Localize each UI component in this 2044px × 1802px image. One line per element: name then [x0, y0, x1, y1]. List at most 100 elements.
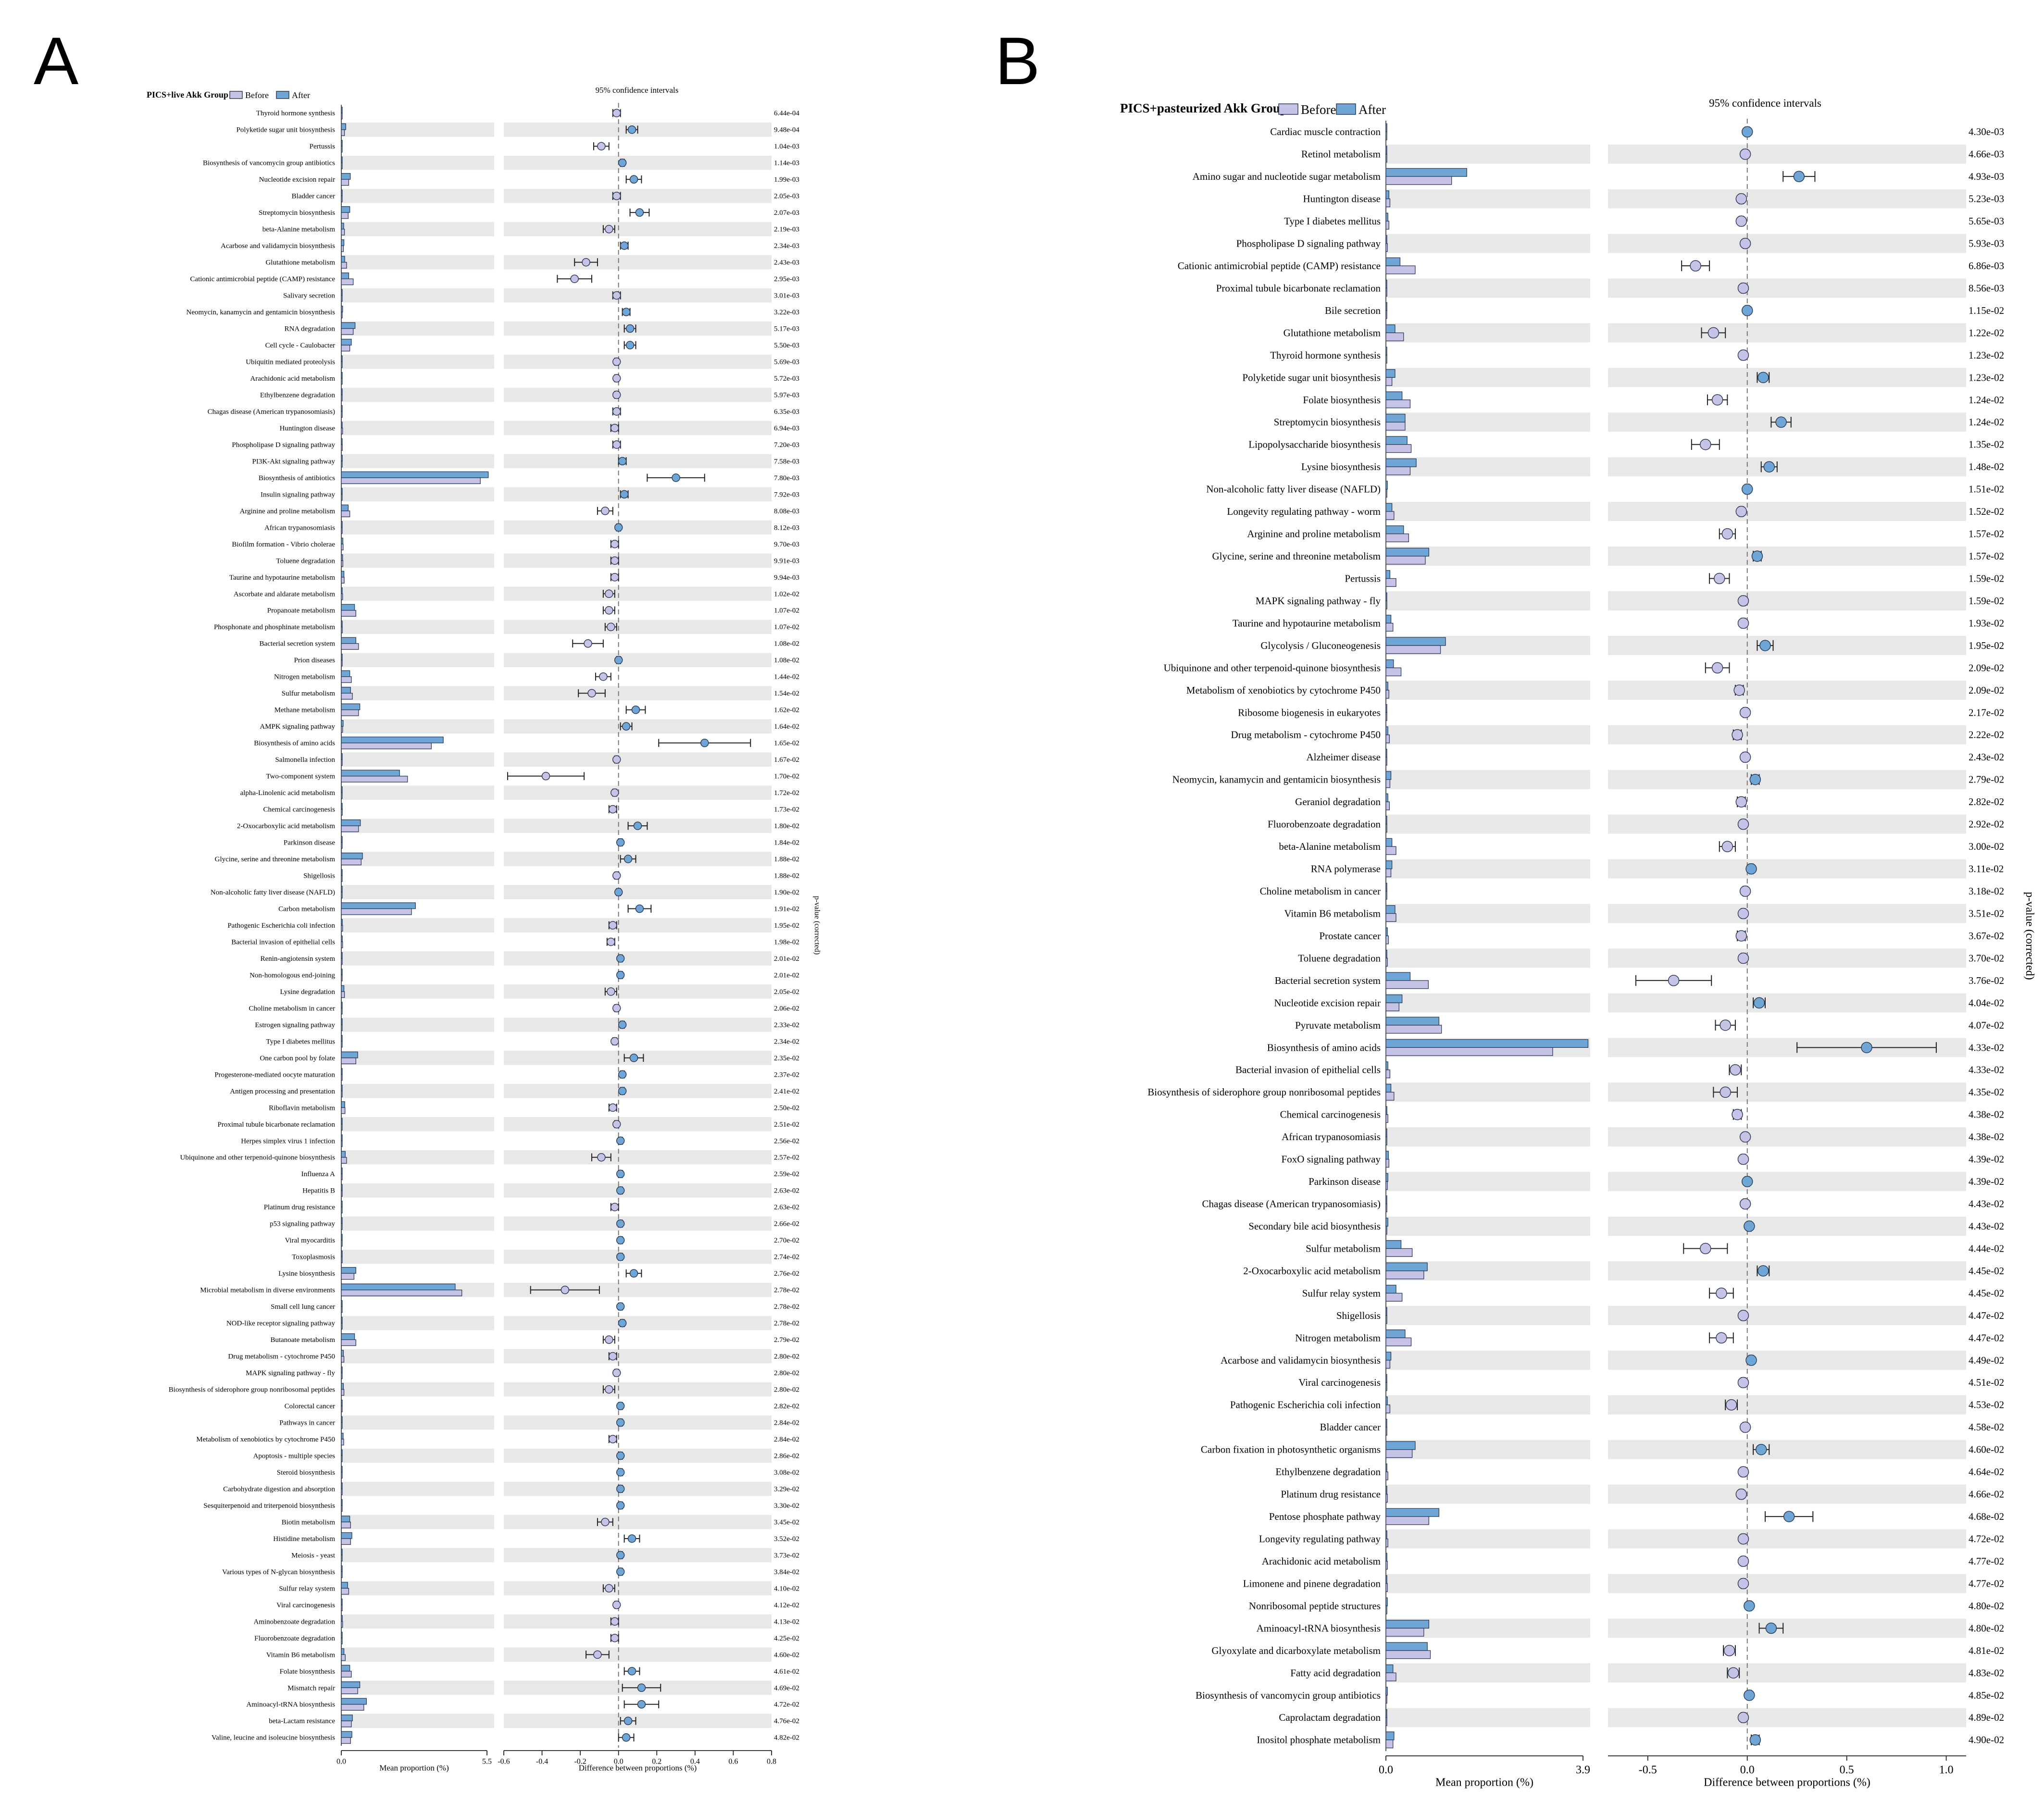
row-band [504, 553, 772, 568]
category-label: Longevity regulating pathway [1259, 1533, 1381, 1545]
row-band [504, 1415, 772, 1430]
row-band [341, 255, 494, 270]
diff-point [1741, 305, 1753, 316]
bar-before [1385, 1717, 1387, 1726]
diff-point [605, 224, 613, 234]
p-value: 1.04e-03 [774, 143, 799, 150]
row-band [504, 951, 772, 966]
diff-point [1753, 997, 1765, 1009]
p-value: 4.81e-02 [1969, 1645, 2004, 1656]
bar-before [341, 1671, 352, 1678]
p-value: 1.91e-02 [774, 905, 799, 913]
bar-before [341, 1007, 343, 1015]
category-label: Two-component system [266, 773, 335, 781]
row-band [1608, 904, 1966, 923]
bar-before [1385, 287, 1387, 297]
row-band [504, 1183, 772, 1198]
bar-after [341, 670, 350, 677]
diff-point [622, 1733, 631, 1742]
bar-after [341, 1631, 343, 1639]
bar-before [1385, 1159, 1389, 1168]
bar-after [341, 1267, 356, 1274]
bar-after [341, 189, 343, 197]
p-value: 4.43e-02 [1969, 1220, 2004, 1232]
bar-after [341, 1300, 343, 1307]
diff-point [635, 208, 644, 217]
category-label: Ubiquitin mediated proteolysis [246, 358, 335, 366]
row-band [1386, 1082, 1590, 1102]
diff-point [612, 755, 621, 764]
diff-point [612, 109, 621, 117]
bar-before [341, 378, 343, 385]
bar-before [1385, 913, 1396, 922]
p-value: 2.57e-02 [774, 1154, 799, 1162]
bar-before [341, 709, 359, 716]
legend-swatch-before [1278, 103, 1298, 115]
row-band [1608, 591, 1966, 610]
bar-after [341, 1532, 352, 1539]
p-value: 4.77e-02 [1969, 1578, 2004, 1589]
diff-point [612, 357, 621, 366]
category-label: Steroid biosynthesis [277, 1469, 335, 1477]
p-value: 1.57e-02 [1969, 528, 2004, 540]
bar-after [341, 1168, 343, 1174]
bar-before [1385, 489, 1387, 498]
bar-after [1385, 905, 1396, 914]
category-label: Choline metabolism in cancer [1260, 885, 1381, 897]
p-value: 1.23e-02 [1969, 349, 2004, 361]
diff-point [1744, 1690, 1755, 1701]
diff-point [1716, 1332, 1727, 1344]
bar-after [1385, 748, 1387, 758]
p-value: 4.39e-02 [1969, 1154, 2004, 1165]
p-value: 1.48e-02 [1969, 461, 2004, 472]
p-value: 3.73e-02 [774, 1552, 799, 1559]
category-label: Phospholipase D signaling pathway [1236, 237, 1381, 249]
bar-before [341, 1339, 356, 1346]
diff-point [1737, 1712, 1749, 1724]
bar-before [341, 726, 343, 733]
diff-point [1739, 1131, 1751, 1143]
bar-before [1385, 1427, 1387, 1436]
bar-after [1385, 1106, 1387, 1115]
row-band [341, 586, 494, 601]
row-band [341, 321, 494, 336]
diff-point [1737, 617, 1749, 629]
row-band [1386, 680, 1590, 700]
bar-after [341, 1118, 343, 1125]
legend-label-before: Before [245, 90, 269, 100]
category-label: Amino sugar and nucleotide sugar metabol… [1193, 171, 1381, 182]
bar-before [341, 659, 343, 667]
category-label: Insulin signaling pathway [261, 491, 335, 498]
bar-before [341, 808, 343, 816]
bar-before [341, 1389, 345, 1396]
bar-after [341, 1466, 343, 1473]
bar-before [341, 560, 343, 567]
bar-before [341, 1306, 343, 1313]
category-label: Pathogenic Escherichia coli infection [1230, 1399, 1381, 1411]
row-band [504, 1647, 772, 1662]
bar-before [341, 112, 343, 120]
diff-point [616, 1252, 625, 1261]
bar-before [1385, 1181, 1388, 1190]
bar-before [341, 892, 343, 899]
bar-after [1385, 257, 1401, 266]
bar-after [1385, 1307, 1387, 1316]
category-label: Chagas disease (American trypanosomiasis… [1202, 1198, 1381, 1210]
row-band [341, 1548, 494, 1563]
diff-point [607, 937, 615, 946]
category-label: Acarbose and validamycin biosynthesis [1221, 1355, 1381, 1366]
p-value: 4.60e-02 [1969, 1444, 2004, 1455]
category-label: Inositol phosphate metabolism [1257, 1734, 1381, 1746]
diff-x-tick-label: -0.5 [1639, 1764, 1657, 1776]
diff-point [618, 1070, 627, 1079]
p-value: 2.50e-02 [774, 1104, 799, 1112]
category-label: Choline metabolism in cancer [249, 1005, 335, 1012]
row-band [1386, 278, 1590, 298]
chart-title: PICS+live Akk Group [147, 90, 228, 99]
bar-before [1385, 824, 1387, 833]
row-band [1386, 1350, 1590, 1370]
panel-label: A [34, 23, 79, 99]
bar-x-tick-label: 0.0 [1379, 1764, 1393, 1776]
p-value-axis-label: p-value (corrected) [813, 896, 821, 955]
p-value: 2.09e-02 [1969, 684, 2004, 696]
